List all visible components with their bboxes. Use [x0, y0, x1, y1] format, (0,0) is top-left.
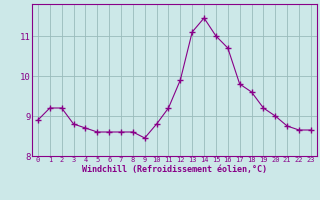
- X-axis label: Windchill (Refroidissement éolien,°C): Windchill (Refroidissement éolien,°C): [82, 165, 267, 174]
